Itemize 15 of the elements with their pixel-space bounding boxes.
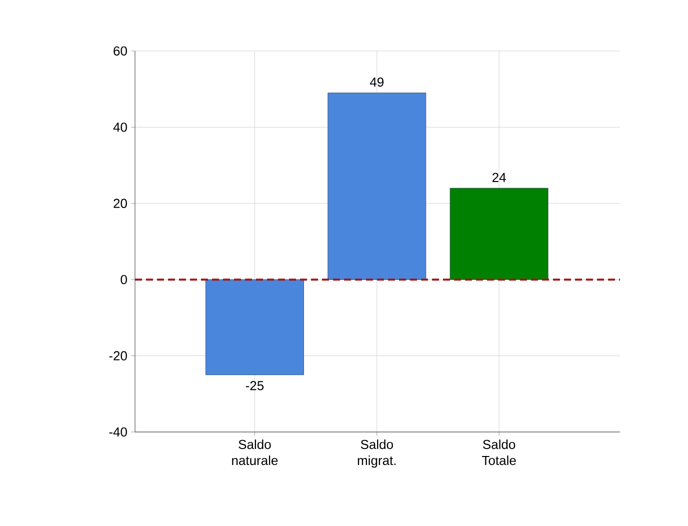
- bar: [450, 188, 548, 280]
- y-tick-label: 0: [120, 274, 127, 284]
- x-tick-label: Saldo naturale: [232, 440, 278, 466]
- bar: [206, 279, 304, 376]
- x-tick-label: Saldo migrat.: [358, 440, 396, 468]
- data-label: -25: [246, 381, 264, 390]
- bar: [328, 92, 426, 280]
- y-tick-label: 40: [113, 122, 127, 132]
- y-tick-label: 60: [114, 46, 127, 56]
- y-tick-label: -20: [109, 351, 127, 360]
- data-label: 49: [370, 77, 384, 87]
- y-tick-label: 20: [114, 198, 127, 208]
- y-tick-label: -40: [109, 427, 127, 437]
- data-label: 24: [492, 172, 506, 182]
- x-tick-label: Saldo Totale: [482, 440, 516, 466]
